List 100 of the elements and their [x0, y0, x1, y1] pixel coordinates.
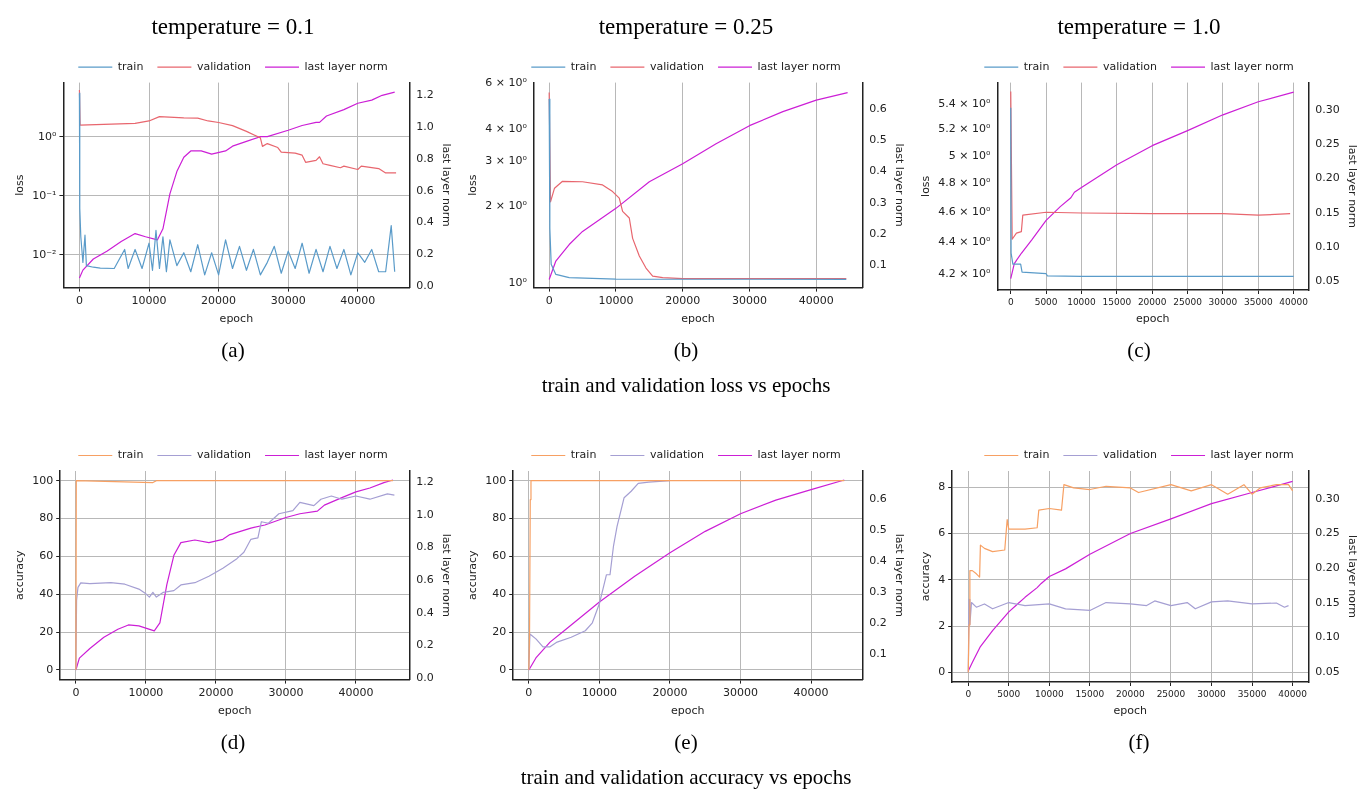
- y-tick-label: 10⁰: [37, 129, 57, 143]
- y2-tick-label: 0.05: [1315, 665, 1340, 679]
- x-tick-label: 35000: [1243, 296, 1273, 307]
- y2-tick-label: 0.3: [869, 585, 887, 599]
- y2-axis-title: last layer norm: [892, 143, 906, 227]
- y2-tick-label: 1.0: [416, 119, 434, 133]
- y-tick-label: 80: [39, 511, 54, 525]
- legend-label: validation: [196, 59, 252, 73]
- x-tick-label: 30000: [268, 686, 304, 700]
- x-tick-label: 10000: [598, 294, 634, 308]
- y2-axis-title: last layer norm: [439, 143, 453, 227]
- y-tick-label: 5.2 × 10⁰: [938, 122, 991, 136]
- y2-tick-label: 0.0: [416, 670, 434, 684]
- x-axis-title: epoch: [1136, 312, 1170, 326]
- x-tick-label: 15000: [1102, 296, 1132, 307]
- x-tick-label: 30000: [1197, 688, 1227, 699]
- y-axis-title: accuracy: [466, 550, 480, 601]
- x-tick-label: 25000: [1156, 688, 1186, 699]
- text: (e): [673, 730, 699, 755]
- y-tick-label: 4: [938, 572, 946, 586]
- y2-tick-label: 1.2: [416, 475, 434, 489]
- y2-tick-label: 0.0: [416, 278, 434, 292]
- y2-tick-label: 0.4: [869, 164, 887, 178]
- y2-tick-label: 0.10: [1315, 239, 1340, 253]
- x-axis-title: epoch: [219, 312, 254, 326]
- y-tick-label: 80: [492, 511, 507, 525]
- y2-tick-label: 0.2: [869, 226, 887, 240]
- y-tick-label: 0: [46, 662, 54, 676]
- y-tick-label: 3 × 10⁰: [485, 153, 528, 167]
- x-tick-label: 5000: [997, 688, 1021, 699]
- chart-title: temperature = 0.25: [598, 13, 774, 39]
- y-tick-label: 100: [32, 473, 54, 487]
- x-tick-label: 30000: [270, 294, 306, 308]
- y-tick-label: 40: [492, 587, 507, 601]
- y2-tick-label: 0.15: [1315, 595, 1340, 609]
- y2-tick-label: 0.4: [416, 215, 434, 229]
- y2-tick-label: 0.05: [1315, 274, 1340, 288]
- legend-label: validation: [649, 448, 705, 462]
- x-tick-label: 15000: [1075, 688, 1105, 699]
- x-tick-label: 40000: [340, 294, 376, 308]
- x-tick-label: 10000: [581, 686, 617, 700]
- y2-tick-label: 0.5: [869, 523, 887, 537]
- legend-label: last layer norm: [1210, 448, 1294, 462]
- x-tick-label: 40000: [1278, 688, 1308, 699]
- y-tick-label: 60: [492, 549, 507, 563]
- legend-label: train: [570, 448, 597, 462]
- y2-tick-label: 0.2: [416, 638, 434, 652]
- x-tick-label: 40000: [793, 686, 829, 700]
- y-tick-label: 8: [938, 480, 946, 494]
- y2-tick-label: 0.6: [869, 101, 887, 115]
- x-tick-label: 40000: [1279, 296, 1309, 307]
- y-tick-label: 0: [499, 662, 507, 676]
- y-tick-label: 10⁰: [508, 276, 528, 290]
- y2-tick-label: 0.25: [1315, 137, 1340, 151]
- x-tick-label: 0: [545, 294, 553, 308]
- chart-title: temperature = 0.1: [151, 13, 315, 39]
- y2-axis-title: last layer norm: [892, 533, 906, 617]
- y-tick-label: 4.4 × 10⁰: [938, 235, 991, 249]
- chart-title: temperature = 1.0: [1057, 13, 1221, 39]
- y2-tick-label: 0.10: [1315, 630, 1340, 644]
- x-tick-label: 0: [1007, 296, 1014, 307]
- legend-label: train: [117, 59, 144, 73]
- y2-tick-label: 0.1: [869, 257, 887, 271]
- x-tick-label: 10000: [131, 294, 167, 308]
- x-tick-label: 10000: [128, 686, 164, 700]
- y2-tick-label: 0.15: [1315, 205, 1340, 219]
- y-tick-label: 5 × 10⁰: [948, 148, 991, 162]
- y2-tick-label: 0.2: [416, 247, 434, 261]
- legend-label: train: [1023, 59, 1050, 73]
- y2-tick-label: 0.6: [869, 492, 887, 506]
- y-axis-title: accuracy: [13, 550, 27, 601]
- x-tick-label: 20000: [198, 686, 234, 700]
- x-tick-label: 30000: [1208, 296, 1238, 307]
- y-tick-label: 2 × 10⁰: [485, 199, 528, 213]
- y-tick-label: 60: [39, 549, 54, 563]
- x-axis-title: epoch: [218, 704, 252, 718]
- y2-tick-label: 0.5: [869, 133, 887, 147]
- y-tick-label: 20: [492, 624, 507, 638]
- x-axis-title: epoch: [671, 704, 705, 718]
- y-axis-title: loss: [466, 174, 480, 196]
- x-tick-label: 10000: [1035, 688, 1064, 699]
- legend-label: validation: [196, 448, 252, 462]
- x-tick-label: 25000: [1173, 296, 1203, 307]
- x-tick-label: 40000: [338, 686, 374, 700]
- text: (d): [219, 730, 247, 755]
- text: (c): [1126, 338, 1152, 363]
- y2-tick-label: 1.2: [416, 88, 434, 102]
- x-tick-label: 0: [75, 294, 83, 308]
- y-tick-label: 10⁻¹: [32, 188, 57, 202]
- y-tick-label: 10⁻²: [32, 247, 57, 261]
- y2-tick-label: 0.30: [1315, 491, 1340, 505]
- x-tick-label: 20000: [1116, 688, 1145, 699]
- legend-label: last layer norm: [757, 59, 841, 73]
- y2-tick-label: 0.2: [869, 616, 887, 630]
- x-tick-label: 20000: [1137, 296, 1167, 307]
- x-axis-title: epoch: [681, 312, 715, 326]
- y-tick-label: 100: [485, 473, 507, 487]
- y2-tick-label: 0.3: [869, 195, 887, 209]
- y-tick-label: 4.2 × 10⁰: [938, 266, 991, 280]
- y-tick-label: 4 × 10⁰: [485, 121, 528, 135]
